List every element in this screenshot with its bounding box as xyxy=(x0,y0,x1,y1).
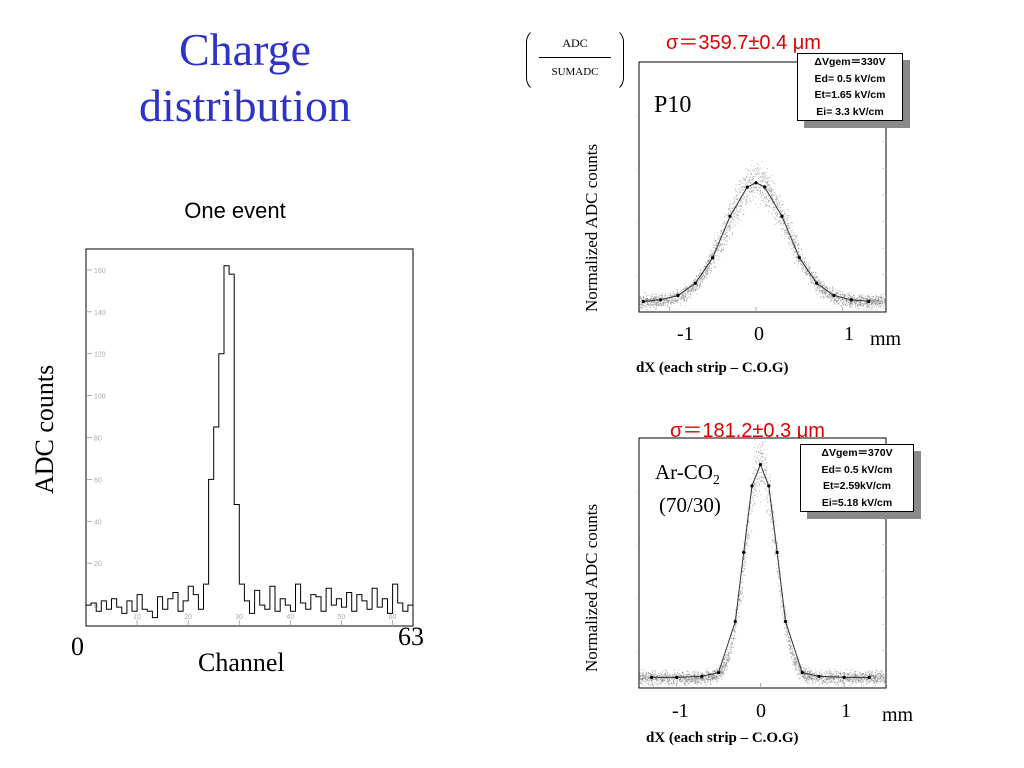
top-xtick-1: 1 xyxy=(844,323,854,345)
y-tick-label: 140 xyxy=(94,310,106,317)
top-profile-point xyxy=(659,298,663,302)
bottom-xtick-neg1: -1 xyxy=(672,700,689,722)
bottom-profile-point xyxy=(767,484,771,488)
bottom-profile-point xyxy=(675,675,679,679)
top-profile-point xyxy=(728,214,732,218)
bottom-sigma: σ＝181.2±0.3 μm xyxy=(670,420,825,442)
bottom-unit: mm xyxy=(882,704,914,726)
bottom-profile-point xyxy=(649,675,654,679)
top-gas-label: P10 xyxy=(654,92,692,118)
p10-resolution-plot: 0.00.050.10.150.20.250.30.350.4 xyxy=(636,61,887,313)
top-profile-point xyxy=(797,256,801,260)
y-tick-label: 60 xyxy=(94,477,102,484)
top-xlabel: dX (each strip – C.O.G) xyxy=(636,360,789,376)
top-profile-point xyxy=(676,293,680,298)
title-line-2: distribution xyxy=(138,80,352,131)
gas-main: Ar-CO xyxy=(655,460,713,484)
left-xlabel: Channel xyxy=(198,648,285,677)
bottom-info-line-3: Et=2.59kV/cm xyxy=(822,480,891,492)
scatter-cloud xyxy=(639,439,887,687)
bottom-xlabel: dX (each strip – C.O.G) xyxy=(646,730,799,746)
top-info-line-3: Et=1.65 kV/cm xyxy=(814,89,886,101)
y-tick-label: 160 xyxy=(94,268,106,275)
top-info-line-2: Ed= 0.5 kV/cm xyxy=(814,72,886,85)
x-tick-label: 40 xyxy=(286,614,294,621)
top-profile-point xyxy=(763,185,767,189)
bottom-profile-point xyxy=(733,619,737,624)
bottom-info-line-1: ΔVgem＝370V xyxy=(821,447,893,459)
bottom-profile-point xyxy=(700,674,704,678)
top-profile-point xyxy=(641,299,645,303)
top-profile-point xyxy=(849,298,853,302)
left-x-start: 0 xyxy=(71,632,84,661)
bottom-settings-box: ΔVgem＝370V Ed= 0.5 kV/cm Et=2.59kV/cm Ei… xyxy=(800,444,914,512)
top-info-line-1: ΔVgem＝330V xyxy=(814,56,886,68)
y-tick-label: 0.15 xyxy=(636,596,637,602)
bottom-profile-point xyxy=(867,675,871,679)
scatter-cloud xyxy=(639,159,887,311)
x-tick-label: 60 xyxy=(389,614,397,621)
top-xtick-0: 0 xyxy=(754,323,764,345)
histogram-step-line xyxy=(86,265,413,619)
y-tick-label: 0.25 xyxy=(636,542,637,548)
y-tick-label: 0.05 xyxy=(636,649,637,655)
x-tick-label: 20 xyxy=(184,614,192,621)
top-profile-point xyxy=(693,281,697,285)
bottom-profile-point xyxy=(742,550,746,554)
bottom-profile-point xyxy=(817,674,821,678)
top-sigma: σ＝359.7±0.4 μm xyxy=(666,32,821,54)
bottom-profile-point xyxy=(775,550,779,554)
top-ylabel: Normalized ADC counts xyxy=(582,143,601,312)
bottom-ylabel: Normalized ADC counts xyxy=(582,503,601,672)
top-profile-point xyxy=(832,293,836,298)
top-settings-box: ΔVgem＝330V Ed= 0.5 kV/cm Et=1.65 kV/cm E… xyxy=(797,53,903,121)
ratio-numerator: ADC xyxy=(562,36,588,50)
top-xtick-neg1: -1 xyxy=(677,323,694,345)
y-tick-label: 40 xyxy=(94,519,102,526)
top-profile-point xyxy=(711,256,715,260)
y-tick-label: 0.25 xyxy=(636,166,637,172)
ratio-bar xyxy=(539,57,611,58)
y-tick-label: 80 xyxy=(94,436,102,443)
y-tick-label: 0.15 xyxy=(636,220,637,226)
bottom-info-line-2: Ed= 0.5 kV/cm xyxy=(821,463,893,476)
slide-title: Charge distribution xyxy=(60,22,430,134)
bottom-profile-point xyxy=(716,670,721,675)
histogram-frame xyxy=(85,248,414,627)
adc-ratio-label: ADC SUMADC xyxy=(526,28,624,92)
bottom-info-line-4: Ei=5.18 kV/cm xyxy=(821,496,893,509)
y-tick-label: 20 xyxy=(94,561,102,568)
y-tick-label: 0.35 xyxy=(636,489,637,495)
bottom-profile-point xyxy=(750,484,754,488)
bottom-gas-mix: (70/30) xyxy=(659,493,721,517)
bottom-gas-label: Ar-CO2 xyxy=(655,460,720,489)
x-tick-label: 50 xyxy=(337,614,345,621)
gas-subscript: 2 xyxy=(712,473,720,489)
ratio-denominator: SUMADC xyxy=(551,66,599,78)
bottom-profile-point xyxy=(842,675,846,679)
bottom-xtick-1: 1 xyxy=(841,700,851,722)
top-profile-point xyxy=(745,185,749,189)
top-unit: mm xyxy=(870,328,902,350)
bottom-profile-point xyxy=(800,670,804,675)
x-tick-label: 30 xyxy=(235,614,243,621)
x-tick-label: 10 xyxy=(133,614,141,621)
y-tick-label: 0.05 xyxy=(636,273,637,279)
top-profile-point xyxy=(754,181,758,185)
top-info-line-4: Ei= 3.3 kV/cm xyxy=(816,105,884,118)
left-x-end: 63 xyxy=(398,622,424,651)
bottom-xtick-0: 0 xyxy=(756,700,766,722)
top-profile-point xyxy=(867,299,871,303)
bottom-profile-point xyxy=(758,462,763,467)
top-profile-point xyxy=(815,281,819,285)
y-tick-label: 0.35 xyxy=(636,113,637,119)
bottom-profile-point xyxy=(783,619,788,624)
subtitle-one-event: One event xyxy=(184,198,286,223)
left-ylabel: ADC counts xyxy=(30,364,59,494)
y-tick-label: 100 xyxy=(94,394,106,401)
top-profile-point xyxy=(780,214,784,218)
title-line-1: Charge xyxy=(178,24,311,75)
y-tick-label: 120 xyxy=(94,352,106,359)
